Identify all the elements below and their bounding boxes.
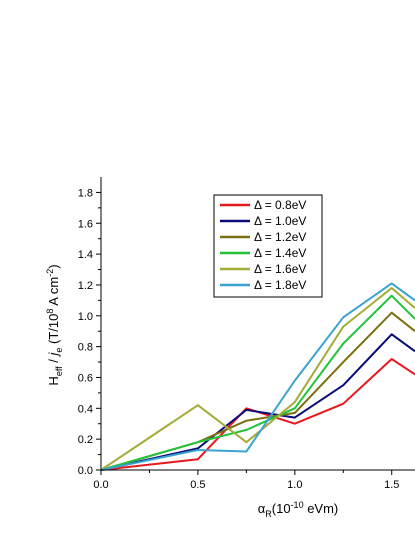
x-tick-label: 0.0 — [93, 479, 108, 491]
axes-layer: 0.0 0.2 0.4 0.6 0.8 1.0 1.2 1.4 1.6 1.8 0.0 0.5 1.0 1… — [78, 177, 415, 491]
legend: Δ = 0.8eV Δ = 1.0eV Δ = 1.2eV Δ = 1.4eV Δ = … — [213, 194, 323, 298]
y-tick-label: 0.0 — [78, 465, 93, 477]
series-line-5 — [100, 287, 415, 471]
legend-label: Δ = 1.6eV — [254, 262, 306, 276]
y-tick-label: 1.8 — [78, 187, 93, 199]
y-axis-label: Heff / je (T/108 A cm-2) — [45, 264, 64, 385]
x-tick-label: 1.5 — [384, 479, 399, 491]
x-axis-label: αR(10-10 eVm) — [258, 500, 339, 519]
y-tick-label: 0.6 — [78, 372, 93, 384]
series-line-4 — [100, 294, 415, 471]
series-line-1 — [100, 358, 415, 471]
series-line-6 — [100, 282, 415, 471]
series-layer — [100, 282, 415, 471]
legend-label: Δ = 1.4eV — [254, 246, 306, 260]
legend-box — [213, 194, 323, 298]
legend-label: Δ = 1.0eV — [254, 214, 306, 228]
y-tick-label: 0.8 — [78, 342, 93, 354]
y-tick-label: 1.6 — [78, 218, 93, 230]
y-tick-label: 0.2 — [78, 434, 93, 446]
y-tick-label: 1.2 — [78, 280, 93, 292]
x-tick-label: 0.5 — [190, 479, 205, 491]
legend-label: Δ = 1.2eV — [254, 230, 306, 244]
series-line-2 — [100, 333, 415, 471]
legend-label: Δ = 1.8eV — [254, 278, 306, 292]
x-tick-label: 1.0 — [287, 479, 302, 491]
y-tick-label: 1.4 — [78, 249, 93, 261]
y-tick-label: 1.0 — [78, 311, 93, 323]
legend-label: Δ = 0.8eV — [254, 198, 306, 212]
series-line-3 — [100, 311, 415, 471]
y-tick-label: 0.4 — [78, 403, 93, 415]
